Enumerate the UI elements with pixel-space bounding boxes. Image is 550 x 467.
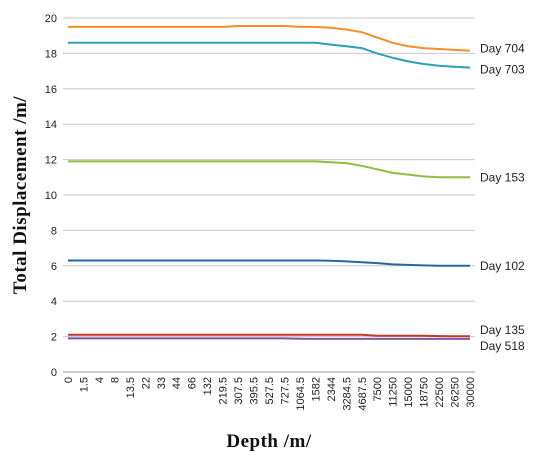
x-tick-label: 307.5 xyxy=(233,377,245,405)
series-line-day-518 xyxy=(68,337,470,340)
y-axis-label: Total Displacement /m/ xyxy=(10,96,31,294)
x-tick-label: 22500 xyxy=(434,377,446,408)
x-tick-label: 33 xyxy=(156,377,168,389)
x-tick-label: 13.5 xyxy=(125,377,137,398)
x-tick-label: 0 xyxy=(63,377,75,383)
x-tick-label: 727.5 xyxy=(279,377,291,405)
series-labels: Day 704 Day 703 Day 153 Day 102 Day 135 Day 5… xyxy=(480,42,525,353)
series-label: Day 153 xyxy=(480,170,525,184)
y-tick-label: 0 xyxy=(51,367,57,379)
x-tick-label: 3284.5 xyxy=(341,377,353,411)
x-tick-label: 44 xyxy=(171,377,183,389)
series-line-day-102 xyxy=(68,259,470,267)
y-tick-label: 8 xyxy=(51,225,57,237)
series-label: Day 102 xyxy=(480,259,525,273)
x-tick-label: 219.5 xyxy=(218,377,230,405)
x-tick-label: 66 xyxy=(187,377,199,389)
series-line-day-703 xyxy=(68,41,471,69)
x-tick-label: 22 xyxy=(140,377,152,389)
y-tick-label: 18 xyxy=(45,48,57,60)
x-tick-label: 26250 xyxy=(450,377,462,408)
y-tick-label: 10 xyxy=(45,190,57,202)
x-tick-labels: 0 1.5 4 8 13.5 22 33 44 66 132 219.5 307.5 395.5 527.… xyxy=(63,377,477,411)
series-label: Day 135 xyxy=(480,323,525,337)
x-tick-label: 4 xyxy=(94,377,106,383)
series-line-day-135 xyxy=(68,333,470,338)
x-axis-label: Depth /m/ xyxy=(226,431,311,452)
series-line-day-153 xyxy=(68,160,470,179)
series-label: Day 518 xyxy=(480,339,525,353)
series-label: Day 704 xyxy=(480,42,525,56)
x-tick-label: 527.5 xyxy=(264,377,276,405)
x-tick-label: 4687.5 xyxy=(357,377,369,411)
series-label: Day 703 xyxy=(480,63,525,77)
y-tick-label: 4 xyxy=(51,296,57,308)
y-tick-labels: 0 2 4 6 8 10 12 14 16 18 20 xyxy=(45,13,57,379)
y-tick-label: 2 xyxy=(51,332,57,344)
y-tick-label: 20 xyxy=(45,13,57,25)
x-tick-label: 8 xyxy=(109,377,121,383)
series-lines xyxy=(68,25,471,340)
x-tick-label: 7500 xyxy=(372,377,384,401)
series-line-day-704 xyxy=(68,25,471,52)
x-tick-label: 15000 xyxy=(403,377,415,408)
x-tick-label: 2344 xyxy=(326,377,338,401)
y-tick-label: 6 xyxy=(51,261,57,273)
gridlines xyxy=(63,17,475,338)
y-tick-label: 16 xyxy=(45,84,57,96)
x-tick-label: 395.5 xyxy=(249,377,261,405)
x-tick-label: 30000 xyxy=(465,377,477,408)
y-tick-label: 12 xyxy=(45,155,57,167)
y-tick-label: 14 xyxy=(45,119,57,131)
x-tick-label: 132 xyxy=(202,377,214,395)
x-tick-label: 11250 xyxy=(388,377,400,407)
x-tick-label: 1.5 xyxy=(78,377,90,392)
x-tick-label: 1064.5 xyxy=(295,377,307,411)
x-tick-label: 18750 xyxy=(419,377,431,408)
x-tick-label: 1582 xyxy=(310,377,322,401)
